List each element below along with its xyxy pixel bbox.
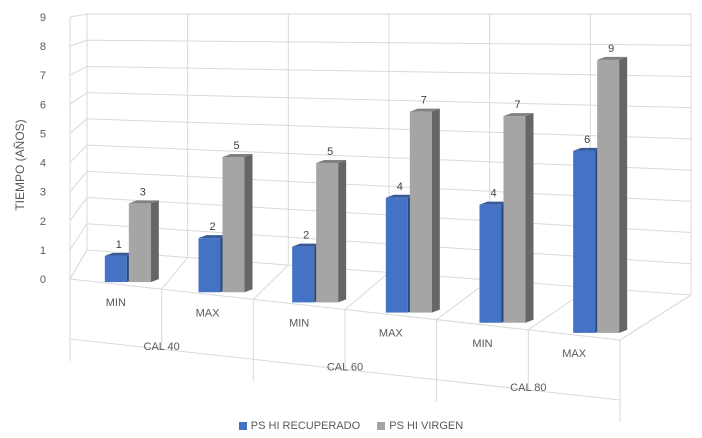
data-label: 7: [421, 95, 427, 107]
y-tick-label: 9: [40, 12, 46, 24]
floor-gridline: [69, 249, 88, 280]
bar-front: [597, 59, 620, 333]
bar-side: [150, 200, 159, 283]
legend-swatch-recuperado: [238, 422, 247, 430]
y-tick-label: 1: [40, 245, 46, 257]
gridline-side: [69, 118, 88, 134]
bar-top: [385, 194, 416, 198]
legend-label-recuperado: PS HI RECUPERADO: [250, 420, 361, 432]
legend-swatch-virgen: [377, 422, 386, 430]
y-tick-label: 6: [40, 99, 46, 111]
gridline-side: [69, 223, 88, 251]
y-tick-label: 8: [40, 41, 46, 53]
gridline-side: [69, 171, 88, 192]
y-tick-label: 7: [40, 70, 46, 82]
bar-top: [573, 147, 604, 151]
bar-front: [198, 238, 221, 293]
bar-side: [525, 113, 534, 323]
x-group-label: CAL 60: [327, 362, 363, 374]
bar-virgen: [128, 200, 159, 283]
x-subcategory-label: MAX: [379, 328, 404, 340]
gridline-side: [69, 197, 88, 222]
x-subcategory-label: MIN: [289, 317, 309, 329]
y-tick-label: 0: [40, 274, 46, 286]
data-label: 2: [209, 221, 215, 233]
bar-front: [409, 111, 432, 313]
data-label: 5: [327, 146, 333, 158]
bar-top: [409, 108, 440, 112]
bar-top: [316, 160, 347, 164]
y-axis-ticks: 0 1 2 3 4 5 6 7 8 9: [40, 12, 46, 286]
gridline-side: [69, 66, 88, 76]
x-group-label: CAL 40: [144, 341, 180, 353]
legend: PS HI RECUPERADO PS HI VIRGEN: [0, 420, 702, 433]
bar-front: [128, 203, 151, 283]
data-label: 1: [116, 239, 122, 251]
bar-virgen: [316, 160, 347, 303]
y-tick-label: 3: [40, 187, 46, 199]
bar-top: [597, 56, 628, 60]
data-label: 7: [514, 99, 520, 111]
data-label: 6: [584, 134, 590, 146]
data-label: 3: [140, 186, 146, 198]
data-label: 5: [233, 140, 239, 152]
gridline-side: [69, 92, 88, 105]
gridline-side: [69, 144, 88, 163]
bar-top: [104, 252, 135, 256]
x-subcategory-label: MAX: [196, 307, 221, 319]
bar-virgen: [222, 153, 253, 293]
bar-top: [292, 243, 323, 247]
x-axis-labels: MIN MAX CAL 40 MIN MAX CAL 60 MIN MAX CAL 80: [106, 297, 587, 394]
data-label: 2: [303, 230, 309, 242]
floor-gridline: [252, 264, 289, 300]
x-subcategory-label: MAX: [562, 348, 587, 360]
x-group-label: CAL 80: [510, 382, 546, 394]
bar-front: [222, 156, 245, 293]
legend-item-virgen: PS HI VIRGEN: [377, 420, 463, 432]
x-subcategory-label: MIN: [472, 338, 492, 350]
bar-top: [222, 153, 253, 157]
legend-item-recuperado: PS HI RECUPERADO: [238, 420, 361, 432]
bar-front: [503, 116, 526, 323]
bar-side: [431, 108, 440, 313]
data-label: 9: [608, 43, 614, 55]
bar-front: [479, 204, 502, 323]
floor-gridline: [344, 272, 390, 310]
y-tick-label: 2: [40, 216, 46, 228]
data-label: 4: [490, 188, 496, 200]
bar-top: [198, 235, 229, 239]
bar-virgen: [409, 108, 440, 313]
bar-side: [244, 153, 253, 293]
bar-side: [338, 160, 347, 303]
bar-side: [619, 56, 628, 333]
bar-front: [316, 163, 339, 303]
floor-gridline: [161, 257, 189, 290]
bar-top: [503, 113, 534, 117]
x-subcategory-label: MIN: [106, 297, 126, 309]
bar-front: [292, 246, 315, 303]
bar-top: [479, 201, 510, 205]
chart-grid: [69, 13, 692, 422]
bar-virgen: [503, 113, 534, 323]
floor-gridline: [619, 294, 692, 341]
data-label: 4: [397, 181, 403, 193]
y-axis-title: TIEMPO (AÑOS): [13, 119, 27, 210]
y-tick-label: 5: [40, 128, 46, 140]
bar-front: [573, 150, 596, 333]
bar-front: [104, 255, 127, 283]
y-tick-label: 4: [40, 158, 46, 170]
bar-top: [128, 200, 159, 204]
bar-front: [385, 197, 408, 313]
gridline-side: [69, 39, 88, 47]
legend-label-virgen: PS HI VIRGEN: [389, 420, 464, 432]
chart-bars: 1 3 2 5 2 5 4 7 4 7 6 9: [104, 43, 628, 333]
gridline-side: [69, 13, 88, 18]
bar-virgen: [597, 56, 628, 333]
